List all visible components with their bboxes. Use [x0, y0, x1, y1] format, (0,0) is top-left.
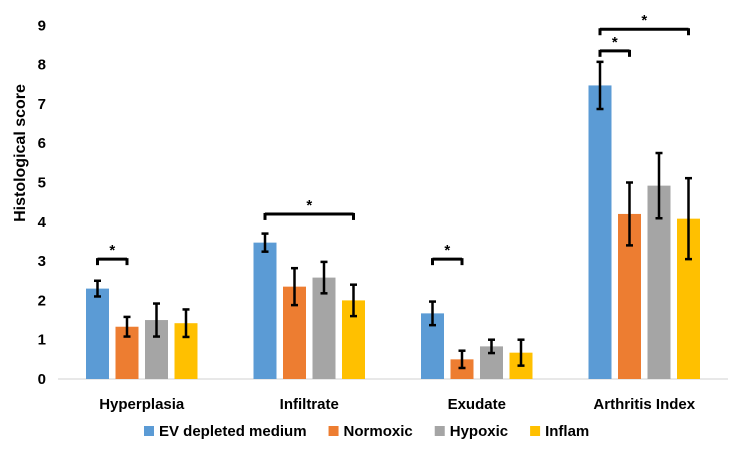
legend-label: Normoxic: [344, 423, 413, 440]
y-axis-ticks: 0 1 2 3 4 5 6 7 8 9: [38, 17, 47, 388]
bar: [480, 346, 503, 379]
x-category-label: Hyperplasia: [99, 396, 185, 413]
y-tick-label: 3: [38, 253, 46, 270]
significance-label: *: [612, 34, 618, 51]
significance-label: *: [306, 197, 312, 214]
legend-swatch: [530, 426, 541, 436]
y-tick-label: 7: [38, 96, 46, 113]
y-tick-label: 1: [38, 332, 46, 349]
y-tick-label: 2: [38, 292, 46, 309]
significance-markers: * * * * *: [96, 12, 690, 266]
bar: [145, 320, 168, 379]
x-category-label: Arthritis Index: [593, 396, 695, 413]
bar: [115, 326, 139, 379]
y-tick-label: 0: [38, 371, 46, 388]
bar: [312, 277, 336, 379]
x-axis-categories: Hyperplasia Infiltrate Exudate Arthritis In…: [99, 396, 696, 413]
bar: [588, 85, 612, 379]
legend-swatch: [328, 426, 339, 436]
bar-groups: [86, 60, 700, 379]
y-tick-label: 4: [38, 214, 47, 231]
y-tick-label: 9: [38, 17, 46, 34]
legend-swatch: [144, 426, 154, 436]
bar: [174, 323, 198, 379]
bar: [283, 286, 306, 379]
bar: [618, 213, 641, 379]
y-tick-label: 8: [38, 57, 46, 74]
bar: [86, 288, 109, 379]
significance-label: *: [641, 12, 647, 29]
y-tick-label: 6: [38, 135, 46, 152]
legend: EV depleted medium Normoxic Hypoxic Inflam: [144, 423, 589, 440]
significance-label: *: [109, 242, 115, 259]
x-category-label: Infiltrate: [280, 396, 339, 413]
legend-swatch: [434, 426, 445, 436]
bar: [421, 313, 444, 379]
bar: [253, 242, 277, 379]
significance-label: *: [444, 242, 450, 259]
legend-label: EV depleted medium: [159, 423, 307, 440]
bar: [342, 300, 365, 379]
y-tick-label: 5: [38, 175, 46, 192]
bar: [647, 185, 671, 379]
x-category-label: Exudate: [448, 396, 506, 413]
legend-label: Hypoxic: [450, 423, 508, 440]
bar: [677, 218, 700, 379]
legend-label: Inflam: [545, 423, 589, 440]
y-axis-label: Histological score: [12, 84, 29, 222]
